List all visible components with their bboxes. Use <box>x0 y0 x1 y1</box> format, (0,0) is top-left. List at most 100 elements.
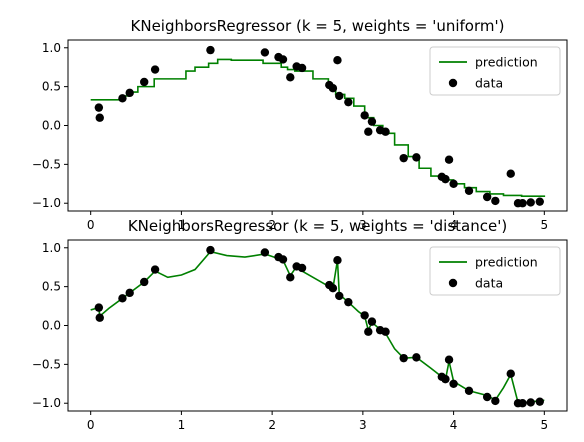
data-point <box>381 327 390 336</box>
data-point <box>441 374 450 384</box>
data-point <box>506 169 515 178</box>
legend-label: data <box>475 76 503 91</box>
legend-label: prediction <box>475 55 538 70</box>
data-point <box>94 303 104 312</box>
data-point <box>399 353 408 363</box>
data-point <box>118 94 127 103</box>
data-point <box>360 311 369 320</box>
data-point <box>140 77 149 87</box>
y-tick-label: 0.0 <box>42 319 61 333</box>
data-point <box>482 392 492 402</box>
data-point <box>335 91 344 101</box>
data-point <box>94 103 104 112</box>
data-point <box>206 245 215 255</box>
data-point <box>278 55 288 64</box>
y-tick-label: −1.0 <box>32 196 61 210</box>
data-point <box>412 353 421 362</box>
subplot-title: KNeighborsRegressor (k = 5, weights = 'd… <box>128 217 507 235</box>
x-tick-label: 5 <box>540 218 548 232</box>
data-point <box>412 153 421 162</box>
data-point <box>364 127 373 136</box>
data-point <box>328 283 338 293</box>
x-tick-label: 4 <box>450 418 458 432</box>
data-point <box>444 155 454 164</box>
data-point <box>125 88 134 98</box>
y-tick-label: −1.0 <box>32 396 61 410</box>
legend-label: data <box>475 276 503 291</box>
data-point <box>286 273 295 282</box>
y-tick-label: 0.5 <box>42 80 61 94</box>
legend-marker-swatch <box>448 78 458 88</box>
data-point <box>444 355 454 364</box>
x-tick-label: 4 <box>450 218 458 232</box>
data-point <box>491 396 500 406</box>
y-tick-label: 0.0 <box>42 119 61 133</box>
x-tick-label: 0 <box>87 418 95 432</box>
data-point <box>518 399 527 408</box>
data-point <box>399 153 408 163</box>
data-point <box>364 327 373 336</box>
data-point <box>360 111 369 120</box>
data-point <box>526 398 535 407</box>
data-point <box>464 186 474 195</box>
data-point <box>491 196 500 206</box>
x-tick-label: 3 <box>359 218 367 232</box>
subplot-1: −1.0 −0.5 0.0 0.5 1.0 0 1 2 3 4 5 KNeighborsRegress… <box>32 17 568 232</box>
data-point <box>297 263 307 273</box>
data-point <box>535 397 544 406</box>
data-point <box>206 45 215 55</box>
data-point <box>482 192 492 202</box>
y-tick-label: 0.5 <box>42 280 61 294</box>
data-point <box>449 379 458 388</box>
data-point <box>125 288 134 298</box>
data-point <box>95 313 104 322</box>
x-tick-label: 2 <box>268 418 276 432</box>
data-point <box>297 63 307 73</box>
legend-marker-swatch <box>448 278 458 288</box>
data-point <box>441 174 450 184</box>
data-point <box>464 386 474 395</box>
data-point <box>140 277 149 287</box>
y-tick-label: 1.0 <box>42 41 61 55</box>
data-point <box>286 73 295 82</box>
data-point <box>367 317 377 326</box>
data-point <box>535 197 544 206</box>
subplot-2: −1.0 −0.5 0.0 0.5 1.0 0 1 2 3 4 5 KNeighborsRegress… <box>32 217 568 432</box>
subplot-title: KNeighborsRegressor (k = 5, weights = 'u… <box>131 17 505 35</box>
data-point <box>95 113 104 122</box>
x-tick-label: 2 <box>268 218 276 232</box>
data-point <box>333 256 342 265</box>
data-point <box>333 56 342 65</box>
y-tick-label: −0.5 <box>32 357 61 371</box>
data-point <box>118 294 127 303</box>
data-point <box>335 291 344 301</box>
data-point <box>344 297 353 307</box>
data-point <box>518 199 527 208</box>
data-point <box>449 179 458 188</box>
x-tick-label: 1 <box>178 418 186 432</box>
x-tick-label: 0 <box>87 218 95 232</box>
y-tick-label: 1.0 <box>42 241 61 255</box>
legend-box <box>429 246 561 296</box>
data-point <box>150 65 160 74</box>
y-tick-label: −0.5 <box>32 157 61 171</box>
x-tick-label: 1 <box>178 218 186 232</box>
data-point <box>367 117 377 126</box>
data-point <box>381 127 390 136</box>
data-point <box>260 48 270 57</box>
legend-label: prediction <box>475 255 538 270</box>
legend-box <box>429 46 561 96</box>
legend: prediction data <box>429 46 561 96</box>
data-point <box>150 265 160 274</box>
data-point <box>278 255 288 264</box>
x-tick-label: 3 <box>359 418 367 432</box>
data-point <box>260 248 270 257</box>
data-point <box>344 97 353 107</box>
legend: prediction data <box>429 246 561 296</box>
data-point <box>328 83 338 93</box>
prediction-line <box>90 58 546 198</box>
data-point <box>526 198 535 207</box>
data-point <box>506 369 515 378</box>
x-tick-label: 5 <box>540 418 548 432</box>
